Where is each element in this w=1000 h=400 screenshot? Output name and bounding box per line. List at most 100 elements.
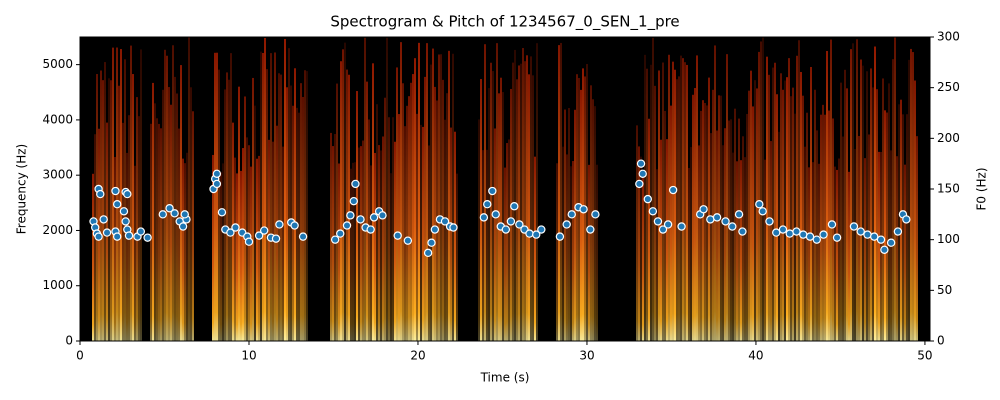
spectrogram-column [716,130,718,341]
spectrogram-column [594,106,596,341]
spectrogram-column [502,92,504,341]
spectrogram-column [790,96,792,341]
spectrogram-column [96,74,98,341]
spectrogram-column [262,52,264,342]
spectrogram-column [270,53,272,341]
spectrogram-column [744,157,746,341]
spectrogram-column [186,152,188,341]
x-tick-label: 0 [76,349,84,363]
spectrogram-column [174,76,176,342]
spectrogram-column [488,88,490,341]
pitch-point [165,204,174,213]
pitch-point [712,213,722,222]
spectrogram-column [700,110,702,341]
spectrogram-column [180,65,182,341]
pitch-point [643,194,652,204]
spectrogram-column [422,126,424,342]
pitch-point [792,227,801,236]
pitch-point [423,248,433,258]
spectrogram-column [492,71,494,342]
pitch-point [330,235,340,244]
pitch-point [706,215,715,224]
spectrogram-column [900,99,902,341]
spectrogram-column [894,37,896,341]
spectrogram-column [582,68,584,341]
pitch-point [870,232,879,241]
spectrogram-column [400,42,402,341]
pitch-point [506,217,516,226]
spectrogram-column [284,38,286,341]
x-axis-label: Time (s) [480,371,530,385]
spectrogram-column [590,85,592,341]
y2-tick-label: 200 [937,131,960,145]
spectrogram-column [820,114,822,341]
pitch-point [805,232,815,241]
spectrogram-column [108,78,110,342]
spectrogram-column [500,77,502,341]
spectrogram-column [794,113,796,341]
pitch-point [349,196,358,206]
pitch-point [738,227,747,236]
spectrogram-column [534,156,536,341]
spectrogram-column [394,141,396,341]
spectrogram-column [234,157,236,341]
spectrogram-column [224,89,226,341]
spectrogram-column [690,147,692,341]
spectrogram-column [366,81,368,341]
pitch-point [488,186,497,196]
spectrogram-column [854,149,856,341]
spectrogram-column [774,62,776,342]
y2-tick-label: 300 [937,30,960,44]
spectrogram-column [426,43,428,342]
spectrogram-column [508,139,510,341]
pitch-point [356,215,365,224]
spectrogram-column [244,96,246,341]
spectrogram-column [226,72,228,342]
spectrogram-column [494,128,496,341]
spectrogram-column [134,165,136,341]
spectrogram-column [452,53,454,341]
pitch-point [832,233,842,242]
pitch-point [579,205,588,214]
y-tick-label: 0 [65,334,73,348]
spectrogram-column [844,69,846,341]
spectrogram-column [698,145,700,341]
spectrogram-column [858,135,860,341]
pitch-point [819,230,828,239]
pitch-point [636,159,646,168]
spectrogram-column [740,160,742,341]
spectrogram-column [574,109,576,341]
spectrogram-column [274,52,276,341]
spectrogram-column [192,111,194,342]
chart-title: Spectrogram & Pitch of 1234567_0_SEN_1_p… [330,13,679,32]
spectrogram-column [222,163,224,341]
spectrogram-column [912,52,914,342]
spectrogram-column [346,69,348,342]
spectrogram-column [250,166,252,341]
spectrogram-column [796,55,798,342]
spectrogram-column [438,54,440,341]
spectrogram-column [256,158,258,341]
spectrogram-column [178,128,180,341]
spectrogram-column [532,75,534,342]
spectrogram-column [768,74,770,341]
spectrogram-column [840,82,842,342]
y-tick-label: 4000 [42,112,73,126]
spectrogram-column [678,76,680,342]
spectrogram-column [352,162,354,341]
spectrogram-column [562,146,564,341]
spectrogram-column [722,145,724,341]
spectrogram-column [386,37,388,342]
pitch-point [121,217,130,226]
pitch-point [226,228,235,237]
spectrogram-column [412,74,414,342]
spectrogram-column [714,45,716,342]
spectrogram-column [760,41,762,341]
spectrogram-column [218,69,220,342]
spectrogram-column [560,42,562,342]
spectrogram-column [692,94,694,341]
spectrogram-column [382,136,384,341]
y-tick-label: 5000 [42,57,73,71]
spectrogram-column [514,49,516,341]
spectrogram-column [906,114,908,341]
